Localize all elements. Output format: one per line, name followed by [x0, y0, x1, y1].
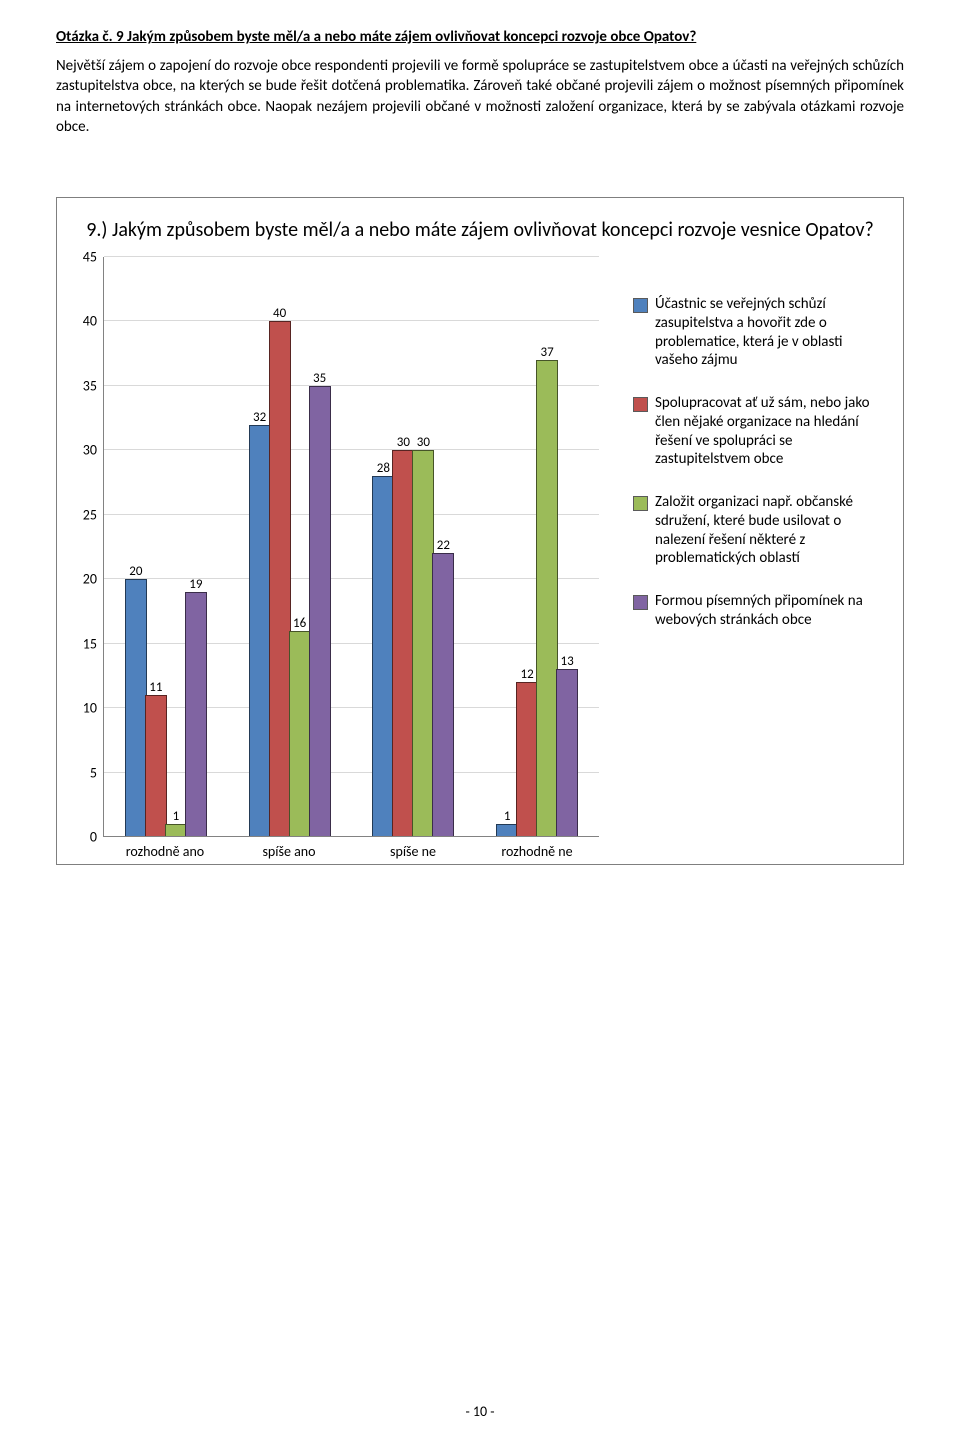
bar-value-label: 30: [397, 436, 410, 449]
bar: [432, 553, 454, 837]
legend-label: Spolupracovat ať už sám, nebo jako člen …: [655, 394, 883, 469]
bar-value-label: 12: [521, 668, 534, 681]
y-tick-label: 25: [73, 506, 97, 523]
bar: [516, 682, 538, 837]
chart-plot-column: 051015202530354045 201111932401635283030…: [73, 257, 599, 860]
bar-value-label: 1: [504, 810, 511, 823]
legend-item: Spolupracovat ať už sám, nebo jako člen …: [633, 394, 883, 469]
bar: [249, 425, 271, 837]
y-tick-label: 0: [73, 829, 97, 846]
y-tick-label: 45: [73, 249, 97, 266]
bar-wrap: 37: [536, 346, 558, 837]
legend-swatch: [633, 298, 648, 313]
bar-value-label: 28: [377, 462, 390, 475]
page: Otázka č. 9 Jakým způsobem byste měl/a a…: [0, 0, 960, 1436]
bar-value-label: 37: [541, 346, 554, 359]
bar-value-label: 22: [437, 539, 450, 552]
page-number: - 10 -: [0, 1403, 960, 1420]
bar-group: 32 40 16 35: [228, 257, 352, 837]
bar-wrap: 11: [145, 681, 167, 837]
bar-wrap: 1: [496, 810, 518, 837]
bar-group: 2011119: [104, 257, 228, 837]
bar-group: 28 30 30 22: [352, 257, 476, 837]
bar-value-label: 19: [189, 578, 202, 591]
y-tick-label: 10: [73, 700, 97, 717]
y-tick-label: 5: [73, 764, 97, 781]
legend-item: Založit organizaci např. občanské sdruže…: [633, 493, 883, 568]
bar: [269, 321, 291, 837]
bar: [125, 579, 147, 837]
chart-title: 9.) Jakým způsobem byste měl/a a nebo má…: [73, 218, 887, 243]
bar: [412, 450, 434, 837]
bar-wrap: 1: [165, 810, 187, 837]
y-tick-label: 35: [73, 377, 97, 394]
y-tick-label: 15: [73, 635, 97, 652]
legend-item: Formou písemných připomínek na webových …: [633, 592, 883, 630]
chart-container: 9.) Jakým způsobem byste měl/a a nebo má…: [56, 197, 904, 865]
legend-swatch: [633, 595, 648, 610]
x-tick-label: rozhodně ano: [103, 837, 227, 860]
x-tick-label: spíše ne: [351, 837, 475, 860]
question-title: Otázka č. 9 Jakým způsobem byste měl/a a…: [56, 28, 904, 46]
chart-legend: Účastnic se veřejných schůzí zasupitelst…: [599, 257, 887, 860]
bar: [392, 450, 414, 837]
bar-wrap: 35: [309, 372, 331, 837]
bar-wrap: 16: [289, 617, 311, 837]
chart-body: 051015202530354045 201111932401635283030…: [73, 257, 887, 860]
chart-y-axis: 051015202530354045: [73, 257, 103, 837]
bar-wrap: 28: [372, 462, 394, 837]
legend-label: Formou písemných připomínek na webových …: [655, 592, 883, 630]
bar-wrap: 19: [185, 578, 207, 837]
bar-value-label: 30: [417, 436, 430, 449]
bar-value-label: 20: [129, 565, 142, 578]
bar-wrap: 12: [516, 668, 538, 837]
y-tick-label: 40: [73, 313, 97, 330]
bar-wrap: 30: [412, 436, 434, 837]
bar-value-label: 1: [173, 810, 180, 823]
legend-swatch: [633, 496, 648, 511]
bar-wrap: 22: [432, 539, 454, 837]
bar: [289, 631, 311, 837]
chart-x-axis: rozhodně anospíše anospíše nerozhodně ne: [103, 837, 599, 860]
bar-value-label: 13: [561, 655, 574, 668]
bar-wrap: 40: [269, 307, 291, 837]
bar: [309, 386, 331, 837]
chart-plot-area: 201111932401635283030221123713: [103, 257, 599, 837]
legend-item: Účastnic se veřejných schůzí zasupitelst…: [633, 295, 883, 370]
bar-group: 1 12 37 13: [475, 257, 599, 837]
legend-label: Založit organizaci např. občanské sdruže…: [655, 493, 883, 568]
bar-value-label: 40: [273, 307, 286, 320]
bar-value-label: 16: [293, 617, 306, 630]
bar: [372, 476, 394, 837]
chart-bar-groups: 201111932401635283030221123713: [104, 257, 599, 837]
bar-wrap: 20: [125, 565, 147, 837]
description-paragraph: Největší zájem o zapojení do rozvoje obc…: [56, 56, 904, 137]
legend-label: Účastnic se veřejných schůzí zasupitelst…: [655, 295, 883, 370]
legend-swatch: [633, 397, 648, 412]
bar-wrap: 32: [249, 411, 271, 837]
bar-value-label: 32: [253, 411, 266, 424]
bar-wrap: 13: [556, 655, 578, 837]
y-tick-label: 30: [73, 442, 97, 459]
bar: [145, 695, 167, 837]
chart-plot-row: 051015202530354045 201111932401635283030…: [73, 257, 599, 837]
bar: [556, 669, 578, 837]
bar-wrap: 30: [392, 436, 414, 837]
bar-value-label: 11: [149, 681, 162, 694]
bar: [536, 360, 558, 837]
bar-value-label: 35: [313, 372, 326, 385]
x-tick-label: rozhodně ne: [475, 837, 599, 860]
bar: [185, 592, 207, 837]
y-tick-label: 20: [73, 571, 97, 588]
chart-baseline: [104, 836, 599, 837]
x-tick-label: spíše ano: [227, 837, 351, 860]
